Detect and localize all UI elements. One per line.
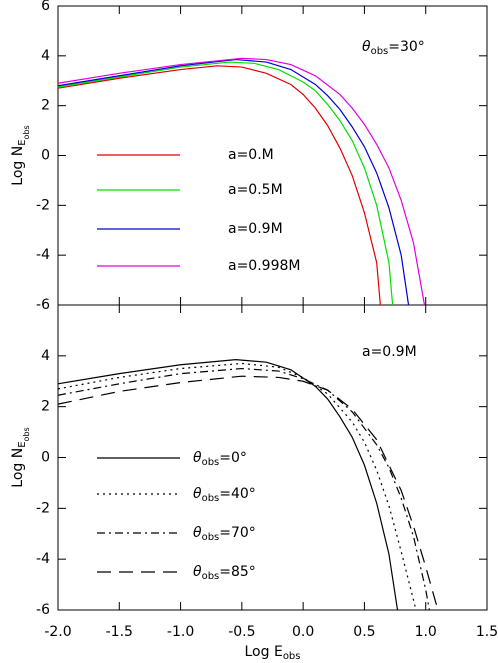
legend-label-part: obs (202, 493, 220, 504)
y-axis-label-part: E (17, 139, 28, 145)
legend-label: θobs=70° (193, 525, 256, 543)
annotation-part: =30° (388, 39, 425, 55)
annotation-part: θ (362, 39, 371, 55)
legend-label-part: a=0.9M (228, 221, 283, 237)
y-axis-label-part: E (17, 441, 28, 447)
legend-label-part: =85° (219, 564, 256, 580)
legend-label-part: a=0.M (228, 147, 274, 163)
series-line (57, 375, 439, 611)
y-tick-label: -2 (36, 500, 50, 516)
legend-label: θobs=0° (193, 450, 247, 468)
legend-label: θobs=85° (193, 564, 256, 582)
legend-label: a=0.9M (228, 221, 283, 237)
legend-label-part: obs (202, 571, 220, 582)
x-axis-label-part: obs (283, 651, 301, 662)
legend-label-part: θ (193, 486, 202, 502)
legend-label-part: θ (193, 450, 202, 466)
y-tick-label: -4 (36, 247, 50, 263)
x-tick-label: 0.5 (353, 624, 375, 640)
x-tick-label: -1.0 (167, 624, 194, 640)
annotation-part: obs (371, 46, 389, 57)
y-tick-label: -4 (36, 551, 50, 567)
series-line (57, 61, 394, 306)
y-tick-label: 4 (41, 48, 50, 64)
annotation-part: a=0.9M (362, 344, 417, 360)
legend-label: a=0.998M (228, 258, 300, 274)
series-line (57, 65, 381, 306)
x-axis-label: Log Eobs (245, 644, 301, 662)
legend-label-part: =0° (219, 450, 247, 466)
y-axis-label-part: Log N (10, 448, 26, 488)
annotation: a=0.9M (362, 344, 417, 360)
x-tick-label: 1.0 (415, 624, 437, 640)
y-tick-label: 4 (41, 348, 50, 364)
legend-label: a=0.M (228, 147, 274, 163)
legend-label-part: θ (193, 525, 202, 541)
x-axis-label-part: Log E (245, 644, 283, 660)
x-tick-label: -2.0 (44, 624, 71, 640)
y-tick-label: 2 (41, 98, 50, 114)
y-tick-label: -2 (36, 197, 50, 213)
legend-label-part: =70° (219, 525, 256, 541)
y-axis-label-part: obs (22, 427, 31, 441)
annotation: θobs=30° (362, 39, 425, 57)
x-tick-label: 1.5 (476, 624, 498, 640)
series-line (57, 359, 399, 611)
legend-label-part: a=0.998M (228, 258, 300, 274)
y-axis-label-part: Log N (10, 146, 26, 186)
legend-label: θobs=40° (193, 486, 256, 504)
y-axis-label-part: obs (22, 125, 31, 139)
y-tick-label: 6 (41, 0, 50, 14)
y-tick-label: -6 (36, 602, 50, 618)
legend-label-part: a=0.5M (228, 182, 283, 198)
series-line (57, 367, 430, 611)
x-tick-label: 0.0 (292, 624, 314, 640)
legend-label-part: =40° (219, 486, 256, 502)
y-tick-label: 0 (41, 148, 50, 164)
series-line (57, 58, 410, 306)
legend-label: a=0.5M (228, 182, 283, 198)
legend-label-part: obs (202, 457, 220, 468)
y-tick-label: -6 (36, 297, 50, 313)
series-line (57, 57, 426, 306)
x-tick-label: -1.5 (106, 624, 133, 640)
y-axis-label: Log NEobs (10, 427, 31, 487)
y-axis-label: Log NEobs (10, 125, 31, 185)
legend-label-part: θ (193, 564, 202, 580)
legend-label-part: obs (202, 532, 220, 543)
y-tick-label: 0 (41, 450, 50, 466)
y-tick-label: 2 (41, 399, 50, 415)
x-tick-label: -0.5 (228, 624, 255, 640)
